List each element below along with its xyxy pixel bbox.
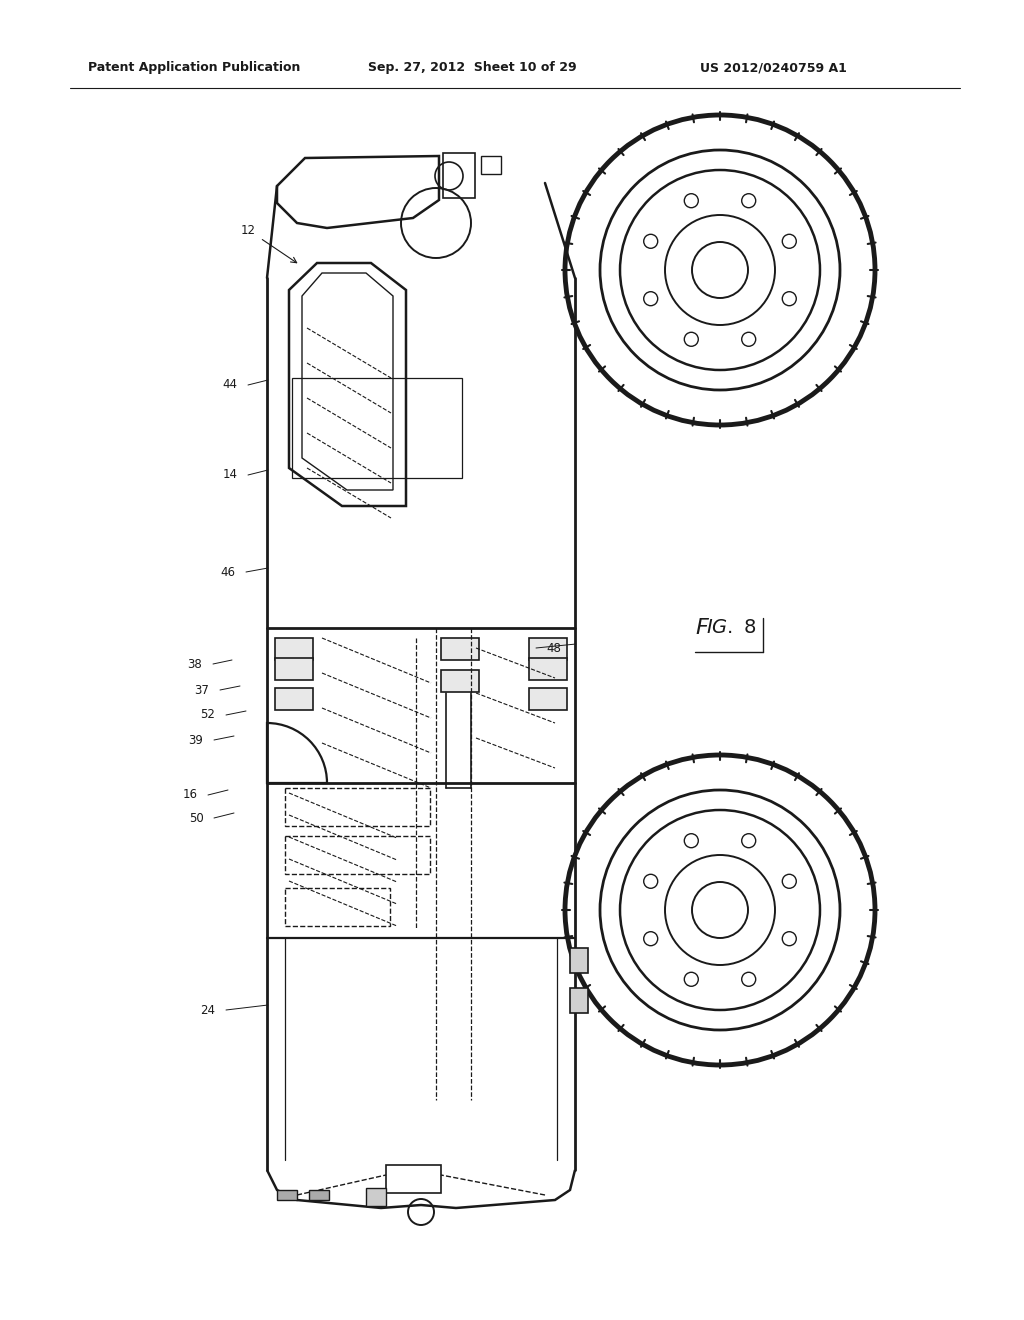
Text: 16: 16 — [182, 788, 198, 801]
Circle shape — [684, 973, 698, 986]
Bar — [441, 671, 479, 692]
Circle shape — [782, 234, 797, 248]
Bar — [292, 378, 462, 478]
Bar — [275, 657, 313, 680]
Bar — [366, 1188, 386, 1206]
Bar — [285, 888, 390, 927]
Circle shape — [741, 973, 756, 986]
Circle shape — [644, 932, 657, 945]
Bar — [529, 657, 567, 680]
Text: 12: 12 — [241, 223, 256, 236]
Bar — [570, 948, 588, 973]
Bar — [481, 156, 501, 174]
Bar — [275, 688, 313, 710]
Text: Sep. 27, 2012  Sheet 10 of 29: Sep. 27, 2012 Sheet 10 of 29 — [368, 62, 577, 74]
Circle shape — [741, 194, 756, 207]
Text: 39: 39 — [188, 734, 204, 747]
Bar — [309, 1191, 329, 1200]
Circle shape — [644, 292, 657, 306]
Circle shape — [741, 333, 756, 346]
Bar — [285, 836, 430, 874]
Text: 14: 14 — [222, 469, 238, 482]
Circle shape — [644, 234, 657, 248]
Text: 48: 48 — [547, 642, 561, 655]
Circle shape — [684, 194, 698, 207]
Bar — [443, 153, 475, 198]
Bar — [441, 638, 479, 660]
Circle shape — [684, 333, 698, 346]
Text: $\mathit{IG.\ 8}$: $\mathit{IG.\ 8}$ — [706, 618, 757, 638]
Text: 52: 52 — [201, 709, 215, 722]
Text: US 2012/0240759 A1: US 2012/0240759 A1 — [700, 62, 847, 74]
Bar — [529, 638, 567, 660]
Circle shape — [782, 932, 797, 945]
Text: 46: 46 — [220, 565, 236, 578]
Text: $\mathit{F}$: $\mathit{F}$ — [695, 618, 710, 638]
Text: 24: 24 — [201, 1003, 215, 1016]
Text: 38: 38 — [187, 657, 203, 671]
Text: 44: 44 — [222, 379, 238, 392]
Text: 50: 50 — [188, 812, 204, 825]
Text: 37: 37 — [195, 684, 210, 697]
Bar — [275, 638, 313, 660]
Bar — [386, 1166, 441, 1193]
Bar — [278, 1191, 297, 1200]
Circle shape — [782, 874, 797, 888]
Bar — [285, 788, 430, 826]
Circle shape — [684, 834, 698, 847]
Bar — [570, 987, 588, 1012]
Circle shape — [644, 874, 657, 888]
Circle shape — [741, 834, 756, 847]
Bar — [529, 688, 567, 710]
Text: Patent Application Publication: Patent Application Publication — [88, 62, 300, 74]
Circle shape — [782, 292, 797, 306]
